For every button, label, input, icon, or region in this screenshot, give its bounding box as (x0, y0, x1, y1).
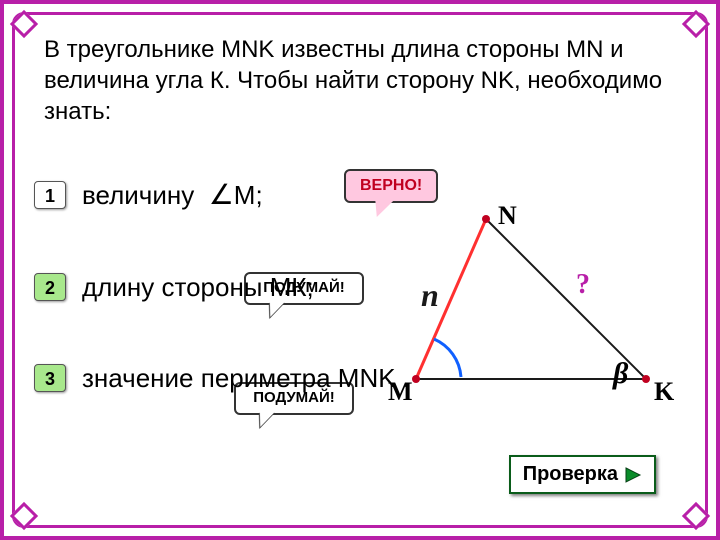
side-nk (486, 219, 646, 379)
option-button-1[interactable]: 1 (34, 181, 66, 209)
vertex-m-label: M (388, 377, 413, 407)
side-n-label: n (421, 277, 439, 314)
slide-frame: В треугольнике MNK известны длина сторон… (0, 0, 720, 540)
vertex-m-point (412, 375, 420, 383)
vertex-k-point (642, 375, 650, 383)
question-text: В треугольнике MNK известны длина сторон… (44, 34, 676, 128)
unknown-side-label: ? (576, 269, 590, 301)
check-button[interactable]: Проверка (509, 455, 656, 494)
check-button-label: Проверка (523, 463, 618, 486)
vertex-n-point (482, 215, 490, 223)
option-text-1: величину ∠M; (82, 178, 263, 212)
callout-tail (252, 411, 275, 427)
angle-symbol: ∠ (209, 180, 234, 211)
content-area: В треугольнике MNK известны длина сторон… (24, 24, 696, 516)
angle-beta-label: β (613, 357, 628, 391)
triangle-svg (376, 199, 676, 429)
vertex-k-label: K (654, 377, 674, 407)
triangle-diagram: N M K n ? β (376, 199, 676, 429)
play-icon (624, 466, 642, 484)
option-button-2[interactable]: 2 (34, 273, 66, 301)
vertex-n-label: N (498, 201, 517, 231)
angle-arc-m (434, 339, 461, 377)
option-text-3: значение периметра MNK . (82, 363, 410, 394)
callout-tail (262, 301, 285, 317)
option-text-2: длину стороны МК; (82, 272, 314, 303)
option-button-3[interactable]: 3 (34, 364, 66, 392)
